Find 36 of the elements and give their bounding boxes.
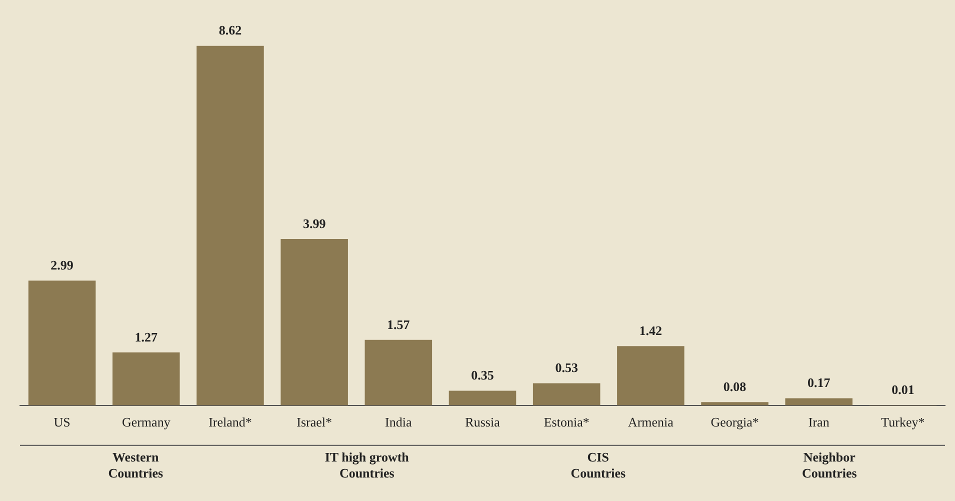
text: IT high growth Countries bbox=[324, 449, 410, 480]
data-label: 1.42 bbox=[639, 323, 662, 338]
data-label: 0.01 bbox=[892, 382, 914, 397]
bar bbox=[701, 402, 768, 406]
x-tick-label: Germany bbox=[122, 414, 171, 430]
bar bbox=[28, 280, 96, 406]
x-tick-label: Iran bbox=[808, 414, 830, 430]
bar bbox=[617, 346, 684, 406]
x-tick-label: Armenia bbox=[628, 414, 674, 430]
data-label: 8.62 bbox=[218, 22, 242, 38]
bar bbox=[364, 340, 432, 406]
x-tick-label: India bbox=[385, 414, 412, 430]
data-label: 0.35 bbox=[471, 368, 494, 383]
data-label: 0.08 bbox=[723, 378, 747, 394]
text: Neighbor Countries bbox=[802, 449, 857, 480]
x-tick-label: Ireland* bbox=[208, 414, 252, 430]
x-tick-label: Estonia* bbox=[544, 414, 590, 430]
data-label: 0.53 bbox=[555, 360, 578, 376]
x-tick-label: Turkey* bbox=[881, 414, 925, 430]
text: Western Countries bbox=[108, 449, 164, 480]
data-label: 2.99 bbox=[50, 258, 74, 273]
x-tick-label: Georgia* bbox=[710, 414, 759, 430]
bar bbox=[785, 398, 852, 406]
bar bbox=[280, 238, 348, 406]
bar bbox=[196, 46, 264, 406]
data-label: 1.57 bbox=[387, 316, 410, 332]
bar bbox=[532, 383, 600, 406]
x-tick-label: Russia bbox=[465, 414, 500, 430]
data-label: 3.99 bbox=[302, 216, 326, 231]
data-label: 1.27 bbox=[134, 329, 158, 344]
text: CIS Countries bbox=[570, 449, 626, 480]
bar bbox=[448, 390, 516, 406]
x-tick-label: US bbox=[54, 414, 70, 430]
x-tick-label: Israel* bbox=[296, 414, 332, 430]
bar bbox=[112, 352, 180, 406]
data-label: 0.17 bbox=[807, 375, 831, 390]
